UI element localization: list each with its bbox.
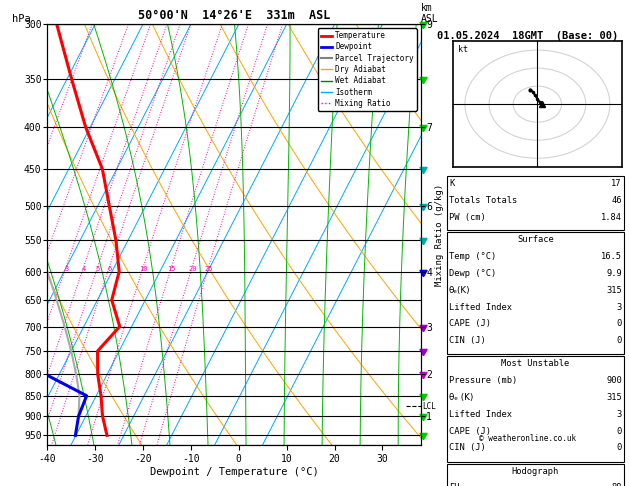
Text: K: K bbox=[449, 179, 454, 188]
Text: 3: 3 bbox=[616, 410, 622, 419]
Text: EH: EH bbox=[449, 484, 459, 486]
Text: 3: 3 bbox=[616, 303, 622, 312]
Text: 15: 15 bbox=[168, 265, 176, 272]
Legend: Temperature, Dewpoint, Parcel Trajectory, Dry Adiabat, Wet Adiabat, Isotherm, Mi: Temperature, Dewpoint, Parcel Trajectory… bbox=[318, 28, 417, 111]
Text: 16.5: 16.5 bbox=[601, 252, 622, 261]
Text: PW (cm): PW (cm) bbox=[449, 213, 486, 222]
Bar bbox=[447, 175, 624, 230]
Text: hPa: hPa bbox=[12, 14, 30, 24]
Text: 88: 88 bbox=[611, 484, 622, 486]
Bar bbox=[447, 356, 624, 462]
Text: 6: 6 bbox=[108, 265, 112, 272]
Text: 4: 4 bbox=[82, 265, 86, 272]
Text: 315: 315 bbox=[606, 393, 622, 402]
Text: Hodograph: Hodograph bbox=[512, 467, 559, 475]
Text: 0: 0 bbox=[616, 336, 622, 345]
X-axis label: Dewpoint / Temperature (°C): Dewpoint / Temperature (°C) bbox=[150, 467, 318, 477]
Text: km
ASL: km ASL bbox=[421, 3, 438, 24]
Text: 900: 900 bbox=[606, 376, 622, 385]
Text: 0: 0 bbox=[616, 443, 622, 452]
Text: Lifted Index: Lifted Index bbox=[449, 303, 512, 312]
Text: CIN (J): CIN (J) bbox=[449, 443, 486, 452]
Text: Pressure (mb): Pressure (mb) bbox=[449, 376, 517, 385]
Text: 01.05.2024  18GMT  (Base: 00): 01.05.2024 18GMT (Base: 00) bbox=[437, 31, 618, 41]
Bar bbox=[447, 464, 624, 486]
Text: 3: 3 bbox=[64, 265, 69, 272]
Text: 0: 0 bbox=[616, 319, 622, 329]
Text: 20: 20 bbox=[188, 265, 197, 272]
Text: © weatheronline.co.uk: © weatheronline.co.uk bbox=[479, 434, 576, 443]
Text: 0: 0 bbox=[616, 427, 622, 435]
Text: CAPE (J): CAPE (J) bbox=[449, 427, 491, 435]
Text: 5: 5 bbox=[96, 265, 100, 272]
Text: 9.9: 9.9 bbox=[606, 269, 622, 278]
Text: Surface: Surface bbox=[517, 235, 554, 244]
Text: Dewp (°C): Dewp (°C) bbox=[449, 269, 496, 278]
Text: θₑ (K): θₑ (K) bbox=[449, 393, 473, 402]
Text: 17: 17 bbox=[611, 179, 622, 188]
Text: Most Unstable: Most Unstable bbox=[501, 359, 569, 368]
Text: 315: 315 bbox=[606, 286, 622, 295]
Y-axis label: Mixing Ratio (g/kg): Mixing Ratio (g/kg) bbox=[435, 183, 444, 286]
Text: θₑ(K): θₑ(K) bbox=[449, 286, 470, 295]
Text: Totals Totals: Totals Totals bbox=[449, 196, 517, 205]
Text: 1.84: 1.84 bbox=[601, 213, 622, 222]
Bar bbox=[447, 232, 624, 354]
Text: 46: 46 bbox=[611, 196, 622, 205]
Text: Lifted Index: Lifted Index bbox=[449, 410, 512, 419]
Text: 10: 10 bbox=[140, 265, 148, 272]
Text: CIN (J): CIN (J) bbox=[449, 336, 486, 345]
Title: 50°00'N  14°26'E  331m  ASL: 50°00'N 14°26'E 331m ASL bbox=[138, 9, 330, 22]
Text: 25: 25 bbox=[204, 265, 213, 272]
Text: CAPE (J): CAPE (J) bbox=[449, 319, 491, 329]
Text: Temp (°C): Temp (°C) bbox=[449, 252, 496, 261]
Text: LCL: LCL bbox=[422, 401, 436, 411]
